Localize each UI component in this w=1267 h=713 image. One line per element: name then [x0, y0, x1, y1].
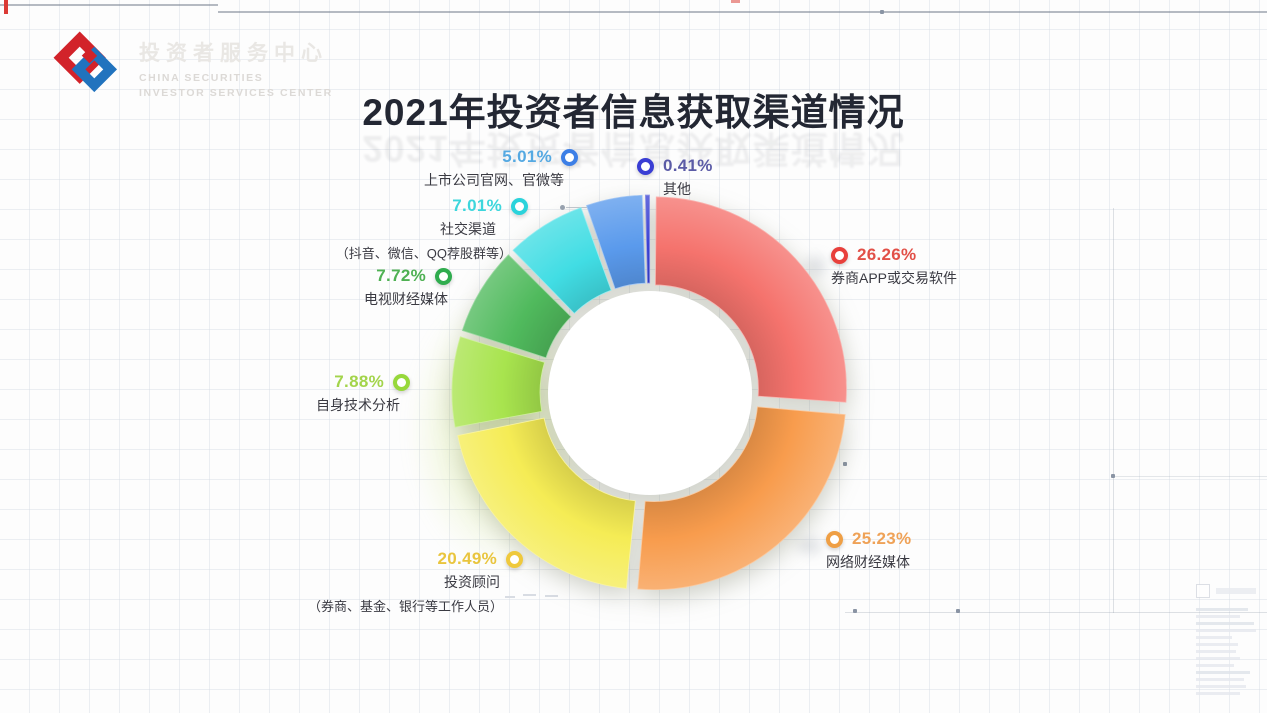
slice-label: 上市公司官网、官微等: [424, 172, 564, 188]
csisc-logo-icon: [53, 31, 118, 93]
slice-label: 其他: [663, 181, 691, 197]
decor-vertical-line: [1113, 208, 1114, 613]
slice-label: 电视财经媒体: [364, 291, 448, 307]
slice-sublabel: （券商、基金、银行等工作人员）: [307, 599, 503, 614]
label-self-analysis: 7.88% 自身技术分析: [316, 372, 410, 415]
slice-ring-icon: [393, 373, 410, 391]
slice-ring-icon: [826, 530, 843, 548]
slice-label: 社交渠道: [440, 221, 496, 237]
decor-dot: [956, 609, 960, 613]
donut-chart: [440, 183, 860, 603]
donut-slice-3: [451, 336, 546, 428]
donut-slice-6: [586, 194, 646, 290]
checkbox-icon: [1196, 584, 1210, 598]
donut-slice-0: [655, 196, 847, 403]
faint-side-panel: [1196, 584, 1267, 713]
logo-title: 投资者服务中心: [139, 42, 328, 65]
slice-ring-icon: [511, 197, 528, 215]
slice-percent: 20.49%: [437, 549, 497, 568]
label-online-media: 25.23% 网络财经媒体: [826, 529, 911, 572]
slice-percent: 7.88%: [334, 372, 384, 391]
donut-slice-1: [637, 406, 846, 590]
label-other: 0.41% 其他: [637, 156, 713, 199]
donut-slice-2: [457, 417, 636, 589]
decor-horizontal-line-mid: [1114, 476, 1267, 477]
decor-dot: [853, 609, 857, 613]
label-tv-media: 7.72% 电视财经媒体: [364, 266, 452, 309]
slice-ring-icon: [831, 246, 848, 264]
slice-label: 自身技术分析: [316, 397, 400, 413]
donut-slice-5: [512, 207, 612, 314]
faint-text-bar: [1216, 588, 1256, 594]
label-social-channel: 7.01% 社交渠道 （抖音、微信、QQ荐股群等）: [336, 196, 528, 262]
slice-label: 网络财经媒体: [826, 554, 910, 570]
decor-dot: [880, 10, 884, 14]
slice-ring-icon: [637, 157, 654, 175]
donut-slice-7: [644, 194, 651, 284]
donut-chart-svg: [451, 194, 847, 590]
slice-ring-icon: [561, 148, 578, 166]
slice-sublabel: （抖音、微信、QQ荐股群等）: [335, 246, 512, 261]
slice-ring-icon: [506, 550, 523, 568]
slice-percent: 25.23%: [852, 529, 912, 548]
decor-red-tick: [4, 0, 8, 14]
slice-percent: 7.01%: [452, 196, 502, 215]
logo-text: 投资者服务中心 CHINA SECURITIES INVESTOR SERVIC…: [139, 37, 333, 101]
faint-text-rows: [1196, 608, 1267, 695]
label-broker-app: 26.26% 券商APP或交易软件: [831, 245, 957, 288]
slice-ring-icon: [435, 267, 452, 285]
decor-top-line-left: [0, 4, 218, 6]
logo-subtitle: CHINA SECURITIES INVESTOR SERVICES CENTE…: [139, 72, 333, 100]
slice-percent: 7.72%: [376, 266, 426, 285]
decor-top-line-right: [218, 11, 1267, 13]
decor-smudge: [798, 538, 822, 554]
label-advisor: 20.49% 投资顾问 （券商、基金、银行等工作人员）: [308, 549, 523, 615]
csisc-logo: 投资者服务中心 CHINA SECURITIES INVESTOR SERVIC…: [50, 28, 333, 102]
slice-label: 投资顾问: [444, 574, 500, 590]
decor-smudge: [806, 256, 826, 276]
page-title-reflection: 2021年投资者信息获取渠道情况: [362, 128, 905, 169]
slice-percent: 5.01%: [502, 147, 552, 166]
label-listed-company: 5.01% 上市公司官网、官微等: [424, 147, 578, 190]
slice-label: 券商APP或交易软件: [831, 270, 958, 286]
page-title: 2021年投资者信息获取渠道情况: [362, 92, 905, 133]
slice-percent: 26.26%: [857, 245, 917, 264]
slice-percent: 0.41%: [663, 156, 713, 175]
decor-dot: [1111, 474, 1115, 478]
donut-slice-4: [461, 254, 572, 359]
decor-red-dash: [731, 0, 740, 3]
